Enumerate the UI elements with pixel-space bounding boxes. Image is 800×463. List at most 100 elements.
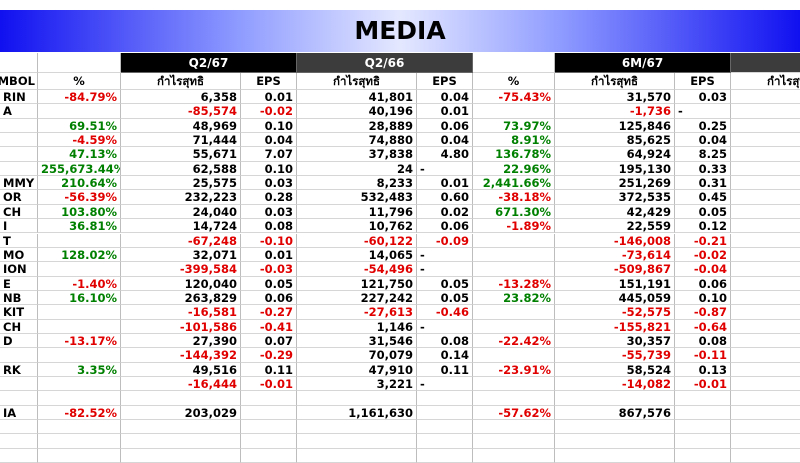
column-header: EPS [417,73,473,90]
data-cell [38,262,121,277]
data-cell: 2,441.66% [473,176,555,191]
empty-cell [731,90,800,105]
empty-cell [555,420,675,435]
data-cell [0,133,38,148]
data-cell: 6,358 [121,90,241,105]
data-cell: -14,082 [555,377,675,392]
column-header: กำไรสุทธิ [121,73,241,90]
data-cell: 0.03 [241,176,297,191]
data-cell [38,377,121,392]
header-blank [0,53,38,73]
data-cell: 120,040 [121,276,241,291]
data-cell: -0.04 [675,262,731,277]
data-cell: 10,762 [297,219,417,234]
total-cell [675,405,731,421]
data-cell [473,319,555,334]
empty-cell [417,448,473,463]
empty-cell [38,434,121,449]
data-cell: 47.13% [38,147,121,162]
data-cell: 103.80% [38,204,121,220]
data-cell: 0.12 [675,219,731,234]
data-cell: I [0,219,38,234]
empty-cell [555,448,675,463]
empty-cell [417,391,473,406]
data-cell: 49,516 [121,362,241,377]
data-cell: A [0,104,38,119]
data-cell [473,247,555,263]
empty-cell [731,248,800,263]
data-cell: -13.17% [38,333,121,349]
data-cell: 58,524 [555,362,675,377]
empty-cell [473,434,555,449]
data-cell: -0.46 [417,305,473,320]
data-cell: 0.01 [241,247,297,263]
data-cell: 0.10 [241,118,297,134]
empty-cell [0,420,38,435]
data-cell: -0.01 [241,377,297,392]
data-cell: -0.10 [241,233,297,248]
data-cell: -22.42% [473,333,555,349]
empty-cell [731,406,800,421]
empty-cell [731,104,800,119]
data-cell: 0.05 [675,204,731,220]
data-cell: 227,242 [297,290,417,306]
empty-cell [417,420,473,435]
total-cell: -82.52% [38,405,121,421]
data-cell: -0.21 [675,233,731,248]
empty-cell [731,219,800,234]
data-cell: 0.10 [675,290,731,306]
data-cell: -0.11 [675,348,731,363]
column-header: EPS [675,73,731,90]
empty-cell [731,234,800,248]
data-cell: -0.29 [241,348,297,363]
data-cell: -146,008 [555,233,675,248]
data-cell: 24,040 [121,204,241,220]
data-cell: MMY [0,176,38,191]
data-cell [38,104,121,119]
header-blank [731,53,800,73]
empty-cell [297,420,417,435]
empty-cell [731,449,800,463]
data-cell: 14,065 [297,247,417,263]
data-cell: 11,796 [297,204,417,220]
empty-cell [241,391,297,406]
data-cell [0,147,38,162]
empty-cell [731,391,800,406]
data-cell [473,377,555,392]
data-cell: 0.06 [417,219,473,234]
data-cell: 4.80 [417,147,473,162]
data-cell: 251,269 [555,176,675,191]
data-cell: -155,821 [555,319,675,334]
data-cell: - [417,161,473,177]
data-cell: -0.02 [675,247,731,263]
data-cell: 0.25 [675,118,731,134]
data-cell: - [417,247,473,263]
empty-cell [0,434,38,449]
data-cell: 263,829 [121,290,241,306]
data-cell: 0.04 [241,133,297,148]
data-cell: 8,233 [297,176,417,191]
data-cell: -73,614 [555,247,675,263]
data-cell: - [417,262,473,277]
header-blank [38,53,121,73]
data-cell: 0.01 [417,176,473,191]
data-cell: 128.02% [38,247,121,263]
data-cell: 0.01 [241,90,297,105]
data-cell: 0.45 [675,190,731,205]
empty-cell [38,448,121,463]
empty-cell [731,133,800,148]
data-cell: 0.08 [675,333,731,349]
data-cell: 151,191 [555,276,675,291]
header-blank [473,53,555,73]
data-cell: 445,059 [555,290,675,306]
data-cell: -0.27 [241,305,297,320]
data-cell: 85,625 [555,133,675,148]
data-cell [38,305,121,320]
total-cell: 867,576 [555,405,675,421]
data-cell: T [0,233,38,248]
empty-cell [473,391,555,406]
data-cell: -85,574 [121,104,241,119]
data-cell: 125,846 [555,118,675,134]
data-cell: -101,586 [121,319,241,334]
data-cell: -0.09 [417,233,473,248]
